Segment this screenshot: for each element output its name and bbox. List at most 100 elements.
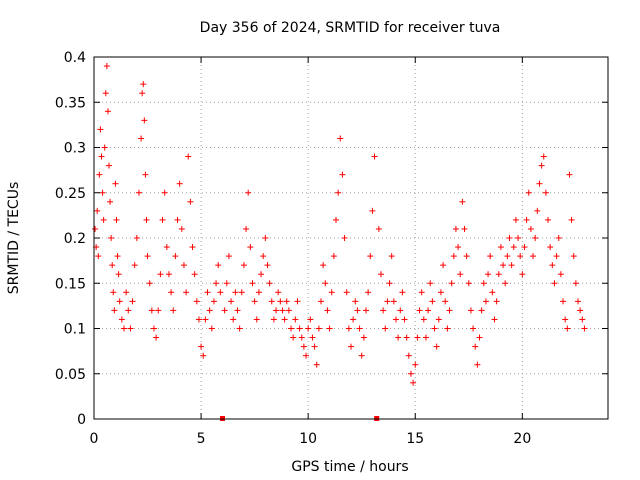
data-point [555, 235, 562, 241]
data-point [412, 361, 419, 368]
data-point [98, 153, 105, 160]
data-point [474, 361, 481, 368]
data-points [92, 63, 588, 386]
data-point [545, 216, 552, 223]
data-point [245, 189, 252, 196]
data-point [139, 90, 146, 97]
data-point [575, 298, 582, 305]
data-point [452, 225, 459, 232]
data-point [305, 325, 312, 332]
data-point [230, 316, 237, 323]
data-point [335, 189, 342, 196]
data-point [566, 171, 573, 178]
y-axis-title: SRMTID / TECUs [6, 182, 22, 295]
data-point [547, 244, 554, 251]
data-point [223, 280, 230, 287]
data-point [414, 334, 421, 341]
data-point [360, 334, 367, 341]
data-point [94, 207, 101, 214]
y-tick-label: 0.3 [64, 141, 86, 157]
data-point [482, 298, 489, 305]
data-point [307, 316, 314, 323]
data-point [268, 298, 275, 305]
data-point [141, 117, 148, 124]
data-point [489, 289, 496, 296]
data-point [440, 262, 447, 269]
x-tick-label: 15 [406, 431, 424, 447]
data-point [146, 280, 153, 287]
data-point [115, 271, 122, 278]
data-point [99, 189, 106, 196]
chart-title: Day 356 of 2024, SRMTID for receiver tuv… [200, 20, 501, 36]
y-tick-label: 0.15 [55, 276, 86, 292]
x-tick-label: 20 [513, 431, 531, 447]
data-point [142, 171, 149, 178]
data-point [485, 271, 492, 278]
data-point [279, 307, 286, 314]
data-point [324, 307, 331, 314]
data-point [273, 307, 280, 314]
data-point [497, 244, 504, 251]
data-point [515, 235, 522, 241]
data-point [266, 280, 273, 287]
data-point [521, 244, 528, 251]
data-point [92, 225, 99, 232]
data-point [183, 289, 190, 296]
data-point [564, 325, 571, 332]
data-point [277, 298, 284, 305]
data-point [337, 135, 344, 142]
data-point [433, 343, 440, 350]
data-point [309, 334, 316, 341]
data-point [348, 343, 354, 350]
data-point [153, 334, 160, 341]
data-point [131, 262, 138, 269]
data-point [343, 289, 350, 296]
data-point [243, 225, 250, 232]
data-point [448, 280, 455, 287]
data-point [407, 370, 414, 377]
data-point [206, 307, 213, 314]
data-point [375, 225, 382, 232]
data-point [108, 235, 115, 241]
data-point [403, 334, 410, 341]
data-point [228, 298, 235, 305]
data-point [155, 307, 162, 314]
data-point [296, 325, 303, 332]
data-point [339, 171, 346, 178]
data-point [120, 325, 127, 332]
data-point [388, 253, 395, 260]
data-point [114, 253, 121, 260]
data-point [270, 316, 277, 323]
y-axis-ticks: 0 0.05 0.1 0.15 0.2 0.25 0.3 0.35 0.4 [55, 50, 608, 428]
x-tick-label: 10 [299, 431, 317, 447]
data-point [129, 298, 136, 305]
data-point [450, 253, 457, 260]
data-point [113, 216, 120, 223]
data-point [437, 289, 444, 296]
data-point [109, 262, 116, 269]
data-point [95, 253, 102, 260]
x-tick-label: 0 [90, 431, 99, 447]
data-point [174, 216, 181, 223]
data-point [562, 316, 569, 323]
data-point [275, 289, 282, 296]
data-point [159, 216, 166, 223]
data-point [463, 253, 470, 260]
data-point [508, 262, 515, 269]
data-point [442, 298, 449, 305]
data-point [354, 307, 361, 314]
data-point [150, 325, 157, 332]
data-point [112, 180, 119, 187]
data-point [217, 289, 224, 296]
data-point [100, 216, 107, 223]
data-point [527, 225, 534, 232]
data-point [102, 90, 109, 97]
data-point [472, 343, 479, 350]
data-point [283, 298, 290, 305]
data-point [579, 316, 586, 323]
data-point [101, 144, 108, 151]
data-point [103, 63, 110, 70]
data-point [502, 280, 509, 287]
data-point [358, 352, 365, 359]
